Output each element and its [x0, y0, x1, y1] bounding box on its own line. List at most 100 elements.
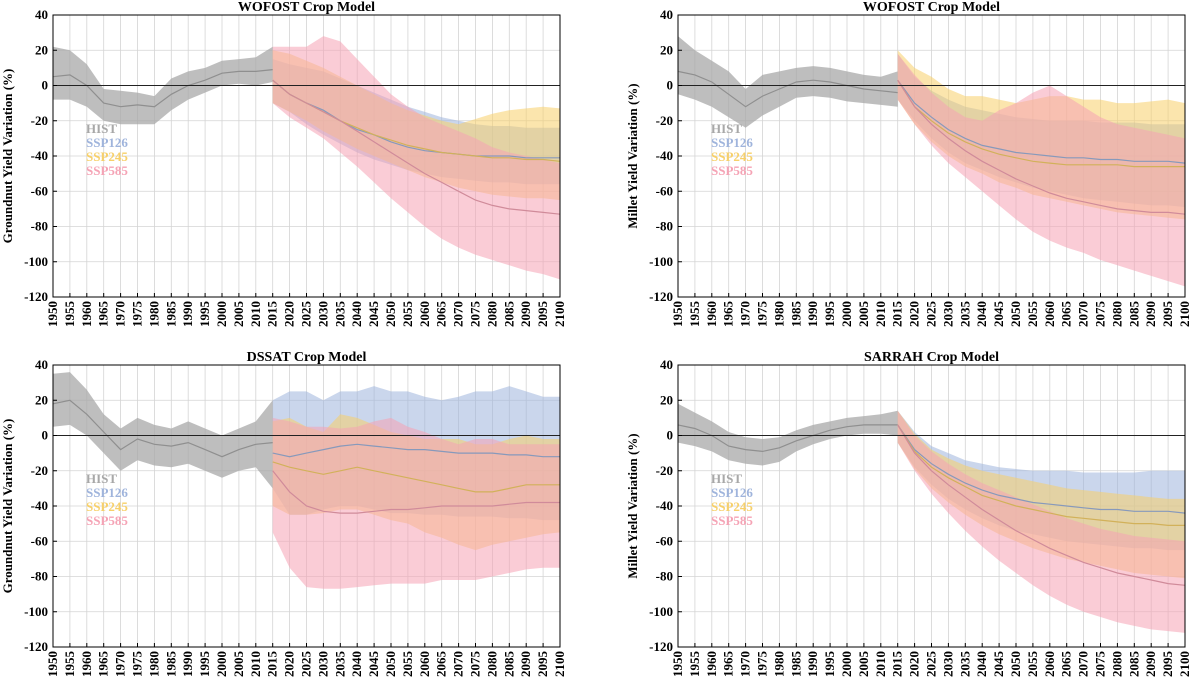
legend-entry-hist: HIST: [86, 471, 117, 486]
x-tick-label: 2025: [924, 301, 939, 328]
legend-entry-ssp126: SSP126: [711, 135, 753, 150]
x-tick-label: 2030: [315, 301, 330, 327]
x-tick-label: 2080: [1109, 301, 1124, 327]
x-tick-label: 1985: [163, 301, 178, 328]
x-tick-label: 2095: [1160, 651, 1175, 678]
band-ssp585: [272, 417, 560, 589]
x-tick-label: 1990: [805, 651, 820, 677]
x-tick-label: 2080: [484, 651, 499, 677]
x-tick-label: 2055: [1025, 301, 1040, 328]
x-tick-label: 2035: [332, 301, 347, 328]
x-tick-label: 1955: [62, 651, 77, 678]
x-tick-label: 1980: [771, 301, 786, 327]
x-tick-label: 2015: [890, 651, 905, 678]
x-tick-label: 2080: [484, 301, 499, 327]
mean-line-hist: [52, 69, 273, 108]
x-tick-label: 2050: [383, 301, 398, 327]
mean-line-ssp245: [897, 79, 1185, 168]
x-tick-label: 2090: [1143, 651, 1158, 677]
chart-title: SARRAH Crop Model: [864, 350, 999, 365]
x-tick-label: 2090: [518, 651, 533, 677]
legend-entry-ssp245: SSP245: [86, 499, 128, 514]
band-ssp585: [897, 410, 1185, 633]
x-tick-label: 2090: [1143, 301, 1158, 327]
x-tick-label: 2085: [501, 651, 516, 678]
x-tick-label: 2050: [1008, 651, 1023, 677]
legend-entry-hist: HIST: [86, 121, 117, 136]
x-tick-label: 2075: [1093, 301, 1108, 328]
x-tick-label: 2085: [1126, 301, 1141, 328]
x-tick-label: 1980: [146, 301, 161, 327]
x-tick-label: 1990: [180, 301, 195, 327]
x-tick-label: 2055: [1025, 651, 1040, 678]
x-tick-label: 2060: [1042, 651, 1057, 677]
chart-title: WOFOST Crop Model: [238, 0, 375, 15]
x-tick-label: 1970: [113, 651, 128, 677]
x-tick-label: 1960: [79, 651, 94, 677]
y-tick-label: -60: [31, 533, 48, 548]
x-tick-label: 2020: [907, 651, 922, 677]
y-axis-label: Millet Yield Variation (%): [625, 83, 640, 228]
y-tick-label: 40: [35, 357, 48, 372]
y-tick-label: -80: [656, 569, 673, 584]
y-tick-label: 20: [660, 42, 673, 57]
y-tick-label: -60: [656, 533, 673, 548]
x-tick-label: 1970: [738, 651, 753, 677]
x-tick-label: 2050: [1008, 301, 1023, 327]
x-tick-label: 2065: [1059, 301, 1074, 328]
x-tick-label: 2005: [856, 301, 871, 328]
y-tick-label: 40: [660, 357, 673, 372]
x-tick-label: 2060: [417, 651, 432, 677]
legend-entry-hist: HIST: [711, 471, 742, 486]
x-tick-label: 2100: [1177, 301, 1192, 327]
x-tick-label: 1995: [197, 651, 212, 678]
x-tick-label: 2100: [552, 651, 567, 677]
x-tick-label: 2010: [873, 651, 888, 677]
y-tick-label: -40: [656, 498, 673, 513]
mean-line-hist: [52, 399, 273, 458]
x-tick-label: 2010: [248, 651, 263, 677]
y-tick-label: -80: [31, 219, 48, 234]
y-tick-label: -60: [656, 183, 673, 198]
x-tick-label: 1950: [670, 651, 685, 677]
x-tick-label: 2090: [518, 301, 533, 327]
x-tick-label: 1980: [146, 651, 161, 677]
y-tick-label: 20: [35, 42, 48, 57]
x-tick-label: 1950: [45, 301, 60, 327]
y-tick-label: -120: [649, 289, 673, 304]
mean-line-ssp126: [897, 79, 1186, 164]
chart-title: DSSAT Crop Model: [247, 350, 367, 365]
band-hist: [678, 403, 898, 466]
chart-title: WOFOST Crop Model: [863, 0, 1000, 15]
x-tick-label: 2005: [231, 301, 246, 328]
y-tick-label: -40: [31, 498, 48, 513]
x-tick-label: 1985: [163, 651, 178, 678]
x-tick-label: 2035: [957, 301, 972, 328]
y-tick-label: -100: [24, 604, 48, 619]
x-tick-label: 2060: [417, 301, 432, 327]
y-tick-label: 40: [35, 7, 48, 22]
mean-line-ssp245: [272, 461, 560, 493]
x-tick-label: 1985: [788, 651, 803, 678]
x-tick-label: 2085: [501, 301, 516, 328]
y-tick-label: -120: [649, 639, 673, 654]
mean-line-hist: [677, 424, 898, 453]
x-tick-label: 1975: [130, 651, 145, 678]
x-tick-label: 2045: [366, 651, 381, 678]
x-tick-label: 2010: [873, 301, 888, 327]
x-tick-label: 1960: [704, 301, 719, 327]
legend-entry-hist: HIST: [711, 121, 742, 136]
x-tick-label: 1960: [704, 651, 719, 677]
mean-line-ssp585: [897, 424, 1186, 586]
x-tick-label: 2100: [552, 301, 567, 327]
legend-entry-ssp585: SSP585: [86, 513, 128, 528]
x-tick-label: 1990: [805, 301, 820, 327]
x-tick-label: 1975: [755, 301, 770, 328]
x-tick-label: 2015: [890, 301, 905, 328]
legend-entry-ssp585: SSP585: [86, 163, 128, 178]
y-tick-label: -60: [31, 183, 48, 198]
